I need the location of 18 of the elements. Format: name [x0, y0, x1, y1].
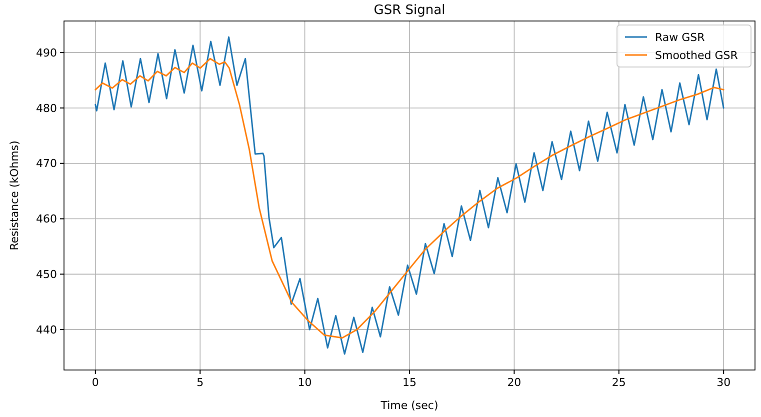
y-tick-label: 450	[36, 268, 57, 282]
legend-label: Smoothed GSR	[655, 48, 738, 62]
y-tick-label: 470	[36, 157, 57, 170]
y-axis-title: Resistance (kOhms)	[8, 140, 21, 250]
x-tick-label: 20	[507, 376, 522, 389]
y-tick-label: 490	[36, 46, 57, 60]
x-tick-label: 10	[298, 376, 312, 389]
x-tick-label: 15	[402, 376, 416, 389]
x-tick-label: 30	[716, 376, 731, 389]
y-tick-label: 460	[36, 212, 57, 226]
x-tick-label: 25	[612, 376, 626, 389]
y-tick-label: 480	[36, 102, 57, 115]
x-tick-label: 0	[92, 376, 99, 389]
y-tick-label: 440	[36, 323, 57, 336]
x-tick-label: 5	[196, 376, 204, 389]
legend-label: Raw GSR	[655, 30, 706, 44]
x-axis-title: Time (sec)	[380, 399, 438, 412]
chart-title: GSR Signal	[374, 3, 446, 18]
